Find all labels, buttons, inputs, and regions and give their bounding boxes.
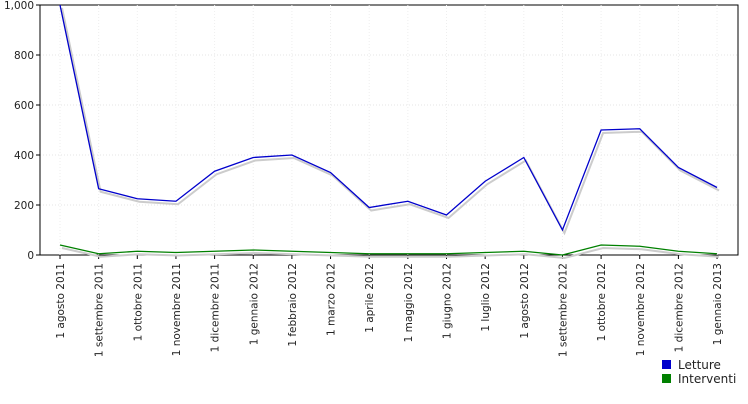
x-tick-label: 1 gennaio 2012 — [248, 263, 260, 345]
x-tick-label: 1 novembre 2012 — [635, 263, 647, 356]
x-tick-label: 1 febbraio 2012 — [287, 263, 299, 347]
y-tick-label: 200 — [14, 200, 34, 212]
x-tick-label: 1 luglio 2012 — [480, 263, 492, 332]
x-tick-label: 1 agosto 2012 — [519, 263, 531, 339]
legend-label: Letture — [678, 358, 721, 372]
x-tick-label: 1 maggio 2012 — [403, 263, 415, 342]
x-tick-label: 1 settembre 2012 — [557, 263, 569, 357]
y-tick-label: 400 — [14, 150, 34, 162]
y-tick-label: 800 — [14, 50, 34, 62]
line-shadow — [61, 7, 720, 236]
x-tick-label: 1 novembre 2011 — [171, 263, 183, 356]
x-tick-label: 1 ottobre 2011 — [132, 263, 144, 341]
y-tick-label: 1,000 — [4, 0, 34, 12]
plot-frame — [39, 4, 739, 256]
x-tick-label: 1 marzo 2012 — [326, 263, 338, 336]
y-tick-label: 0 — [27, 250, 34, 262]
legend-label: Interventi — [678, 372, 736, 386]
x-tick-label: 1 dicembre 2012 — [673, 263, 685, 352]
x-tick-label: 1 giugno 2012 — [442, 263, 454, 339]
legend-swatch — [662, 360, 671, 369]
x-tick-label: 1 settembre 2011 — [94, 263, 106, 357]
legend-swatch — [662, 374, 671, 383]
series-line — [59, 244, 718, 256]
x-tick-label: 1 dicembre 2011 — [210, 263, 222, 352]
series-line — [59, 4, 718, 232]
x-tick-label: 1 gennaio 2013 — [712, 263, 724, 345]
x-tick-label: 1 aprile 2012 — [364, 263, 376, 333]
y-tick-label: 600 — [14, 100, 34, 112]
x-tick-label: 1 ottobre 2012 — [596, 263, 608, 341]
x-tick-label: 1 agosto 2011 — [55, 263, 67, 339]
line-shadow — [61, 246, 720, 260]
